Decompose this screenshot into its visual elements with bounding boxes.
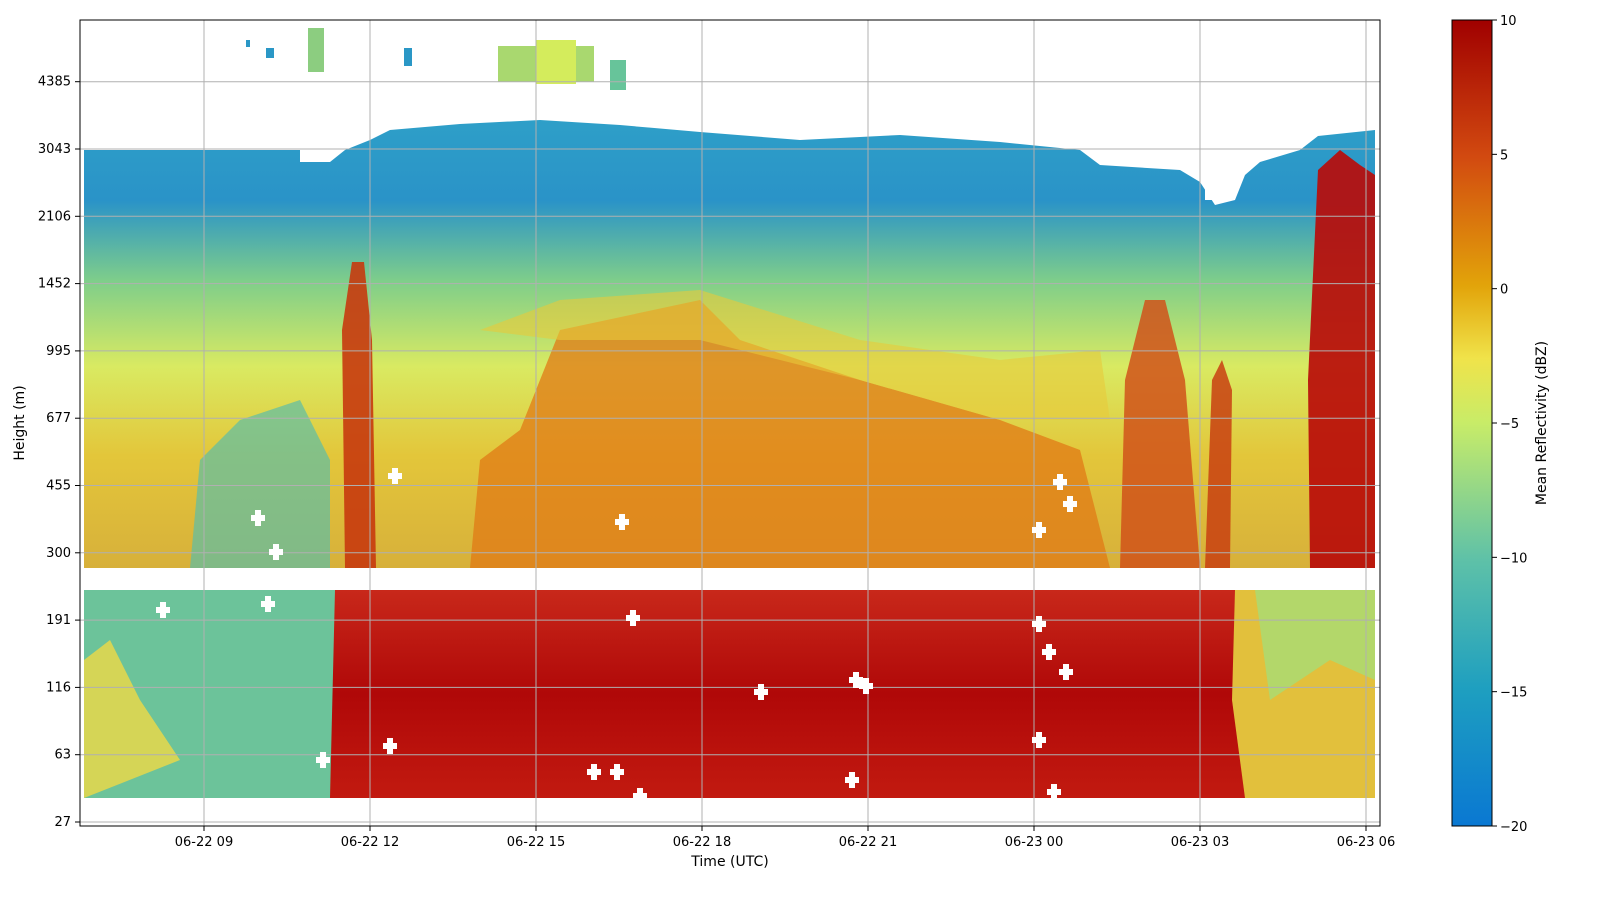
y-axis-label: Height (m): [12, 385, 28, 460]
colorbar: 10 5 0 −5 −10 −15 −20 Mean Reflectivity (dBZ): [1451, 14, 1550, 835]
missing-data-markers: [156, 180, 1233, 804]
missing-data-marker: [1036, 732, 1042, 748]
y-tick-label: 300: [46, 546, 71, 561]
cloud-top-gap: [1205, 180, 1233, 200]
y-tick-label: 455: [46, 479, 71, 494]
column-03utc: [1205, 360, 1232, 568]
y-tick-label: 191: [46, 613, 71, 628]
x-axis-label: Time (UTC): [690, 854, 768, 870]
y-tick-label: 1452: [38, 277, 71, 292]
colorbar-ticks: 10 5 0 −5 −10 −15 −20: [1492, 14, 1527, 835]
missing-data-marker: [1057, 474, 1063, 490]
x-tick-label: 06-22 12: [341, 835, 399, 850]
y-tick-label: 116: [46, 680, 71, 695]
colorbar-tick-label: −10: [1500, 551, 1527, 566]
low-left-yellow: [84, 640, 180, 798]
x-axis: 06-22 09 06-22 12 06-22 15 06-22 18 06-22 21…: [175, 826, 1395, 850]
column-12utc: [342, 262, 376, 568]
y-tick-label: 27: [54, 815, 71, 830]
missing-data-marker: [863, 678, 869, 694]
colorbar-tick-label: 0: [1500, 283, 1508, 298]
y-tick-label: 677: [46, 411, 71, 426]
y-tick-label: 995: [46, 344, 71, 359]
missing-data-marker: [392, 468, 398, 484]
missing-data-marker: [255, 510, 261, 526]
missing-data-marker: [614, 764, 620, 780]
echo-fragment: [610, 60, 626, 90]
mid-warm-echo: [470, 300, 1110, 568]
missing-data-marker: [320, 752, 326, 768]
missing-data-marker: [1067, 496, 1073, 512]
y-tick-label: 3043: [38, 142, 71, 157]
x-tick-label: 06-23 03: [1171, 835, 1229, 850]
missing-data-marker: [1036, 522, 1042, 538]
missing-data-marker: [1063, 664, 1069, 680]
echo-fragment: [266, 48, 274, 58]
missing-data-marker: [619, 514, 625, 530]
x-tick-label: 06-22 15: [507, 835, 565, 850]
missing-data-marker: [758, 684, 764, 700]
left-cool-region: [190, 400, 330, 568]
echo-fragment: [246, 40, 250, 47]
y-tick-label: 2106: [38, 209, 71, 224]
colorbar-tick-label: −20: [1500, 820, 1527, 835]
missing-data-marker: [849, 772, 855, 788]
missing-data-marker: [265, 596, 271, 612]
y-tick-label: 63: [54, 748, 71, 763]
upper-yellow-echo: [480, 290, 1110, 420]
low-right-cool: [1255, 590, 1375, 700]
missing-data-marker: [1046, 644, 1052, 660]
column-02utc: [1120, 300, 1200, 568]
x-tick-label: 06-23 00: [1005, 835, 1063, 850]
missing-data-marker: [853, 672, 859, 688]
column-06utc: [1308, 150, 1375, 568]
colorbar-gradient: [1451, 19, 1493, 827]
colorbar-tick-label: 5: [1500, 148, 1508, 163]
colorbar-label: Mean Reflectivity (dBZ): [1534, 341, 1550, 505]
plot-frame: [79, 19, 1381, 827]
echo-fragment: [404, 48, 412, 66]
missing-data-marker: [1051, 784, 1057, 800]
missing-data-marker: [273, 544, 279, 560]
colorbar-tick-label: −15: [1500, 686, 1527, 701]
y-tick-label: 4385: [38, 75, 71, 90]
echo-fragment: [536, 40, 576, 84]
y-axis: 27 63 116 191 300 455 677 995 1452 2106 3043 4385: [38, 75, 80, 830]
x-tick-label: 06-22 09: [175, 835, 233, 850]
plot-area: [80, 20, 1380, 826]
x-tick-label: 06-23 06: [1337, 835, 1395, 850]
x-tick-label: 06-22 21: [839, 835, 897, 850]
missing-data-marker: [1036, 616, 1042, 632]
echo-fragment: [308, 28, 324, 72]
missing-data-marker: [591, 764, 597, 780]
missing-data-marker: [637, 788, 643, 804]
x-tick-label: 06-22 18: [673, 835, 731, 850]
missing-data-marker: [387, 738, 393, 754]
missing-data-marker: [160, 602, 166, 618]
colorbar-tick-label: −5: [1500, 417, 1519, 432]
missing-data-marker: [630, 610, 636, 626]
colorbar-tick-label: 10: [1500, 14, 1517, 29]
